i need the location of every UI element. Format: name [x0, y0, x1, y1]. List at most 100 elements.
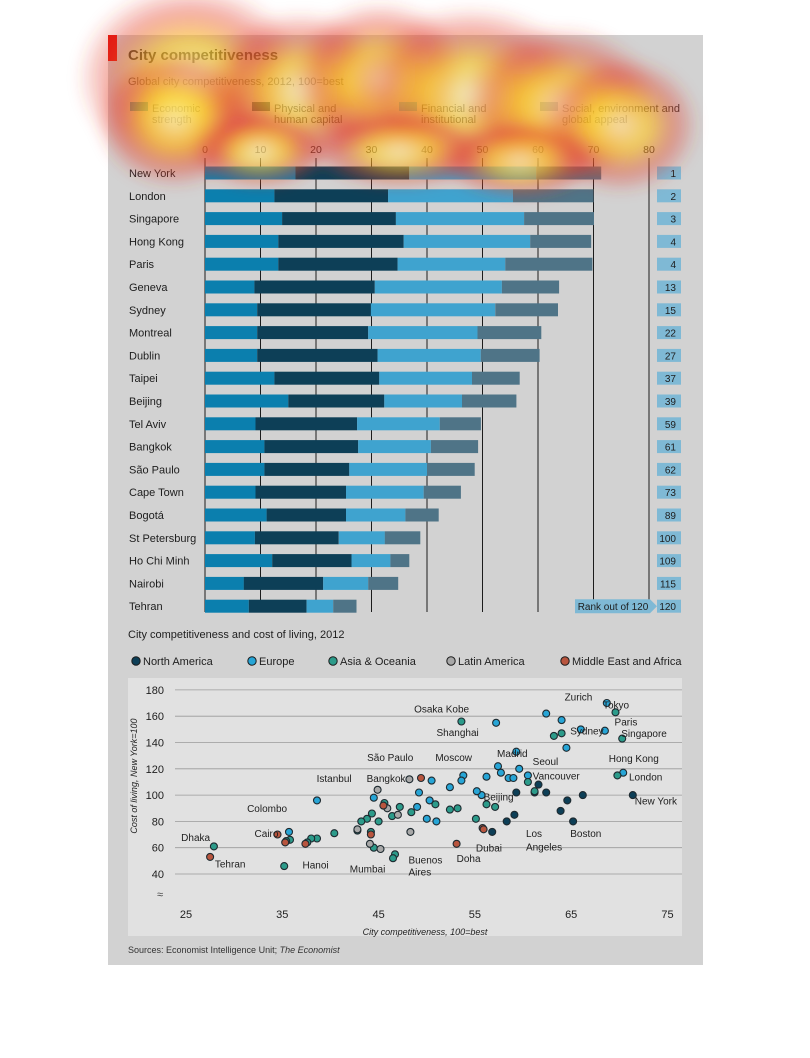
scatter-point	[431, 800, 440, 809]
bar-segment-economic	[205, 348, 258, 362]
scatter-legend-marker	[328, 656, 338, 666]
scatter-annotation: Singapore	[621, 729, 667, 740]
bar-segment-financial	[368, 326, 478, 340]
bar-segment-human	[278, 257, 398, 271]
scatter-point	[452, 839, 461, 848]
rank-badge	[657, 303, 681, 317]
bar-segment-economic	[205, 257, 279, 271]
bar-segment-human	[255, 417, 358, 431]
rank-badge	[657, 234, 681, 248]
bar-segment-economic	[205, 462, 265, 476]
bar-segment-human	[266, 508, 346, 522]
scatter-annotation: Vancouver	[533, 771, 581, 782]
bar-x-tick-label: 40	[421, 144, 433, 156]
scatter-x-tick-label: 25	[180, 909, 192, 921]
scatter-y-axis-label: Cost of living, New York=100	[129, 718, 139, 833]
scatter-point	[618, 734, 627, 743]
bar-segment-economic	[205, 303, 258, 317]
rank-value: 61	[665, 443, 677, 454]
bar-segment-human	[257, 348, 378, 362]
scatter-plot-area	[128, 678, 682, 936]
scatter-y-tick-label: 160	[146, 711, 164, 723]
scatter-point	[374, 817, 383, 826]
scatter-point	[512, 747, 521, 756]
bar-segment-social	[501, 280, 560, 294]
bar-segment-human	[274, 371, 380, 385]
bar-segment-economic	[205, 485, 256, 499]
scatter-point	[312, 796, 322, 805]
bar-segment-financial	[384, 394, 462, 408]
rank-badge	[657, 394, 681, 408]
bar-category-label: Bangkok	[129, 442, 172, 454]
scatter-point	[406, 827, 415, 836]
bar-segment-human	[278, 234, 404, 248]
bar-category-label: Hong Kong	[129, 236, 184, 248]
bar-category-label: São Paulo	[129, 464, 180, 476]
rank-badge	[657, 462, 681, 476]
scatter-point	[445, 805, 454, 814]
rank-badge	[657, 576, 681, 590]
scatter-point	[457, 717, 466, 726]
bar-segment-economic	[205, 576, 244, 590]
scatter-annotation: Beijing	[484, 792, 514, 803]
scatter-legend-label: Europe	[259, 656, 294, 668]
scatter-point	[611, 708, 620, 717]
bar-segment-financial	[346, 508, 406, 522]
scatter-point	[425, 796, 434, 805]
sources-note: Sources: Economist Intelligence Unit; Th…	[128, 945, 340, 955]
axis-break-mark: ≈	[157, 889, 163, 901]
scatter-point	[457, 776, 466, 785]
scatter-point	[563, 796, 572, 805]
legend-label: human capital	[274, 114, 343, 126]
bar-category-label: Tel Aviv	[129, 419, 167, 431]
scatter-annotation: Zurich	[565, 692, 593, 703]
bar-segment-social	[427, 462, 475, 476]
scatter-y-tick-label: 100	[146, 790, 164, 802]
bar-segment-economic	[205, 189, 275, 203]
bar-segment-financial	[338, 531, 385, 545]
rank-value: 115	[660, 579, 676, 590]
rank-value: 120	[659, 602, 676, 613]
bar-segment-economic	[205, 394, 289, 408]
bar-segment-human	[272, 554, 352, 568]
scatter-point	[407, 808, 416, 817]
scatter-point	[376, 844, 385, 854]
bar-category-label: Cape Town	[129, 487, 184, 499]
bar-segment-financial	[409, 166, 537, 180]
scatter-y-tick-label: 140	[146, 738, 164, 750]
scatter-point	[365, 839, 374, 848]
scatter-annotation: Dhaka	[181, 833, 210, 844]
bar-category-label: Tehran	[129, 601, 163, 613]
rank-value: 62	[665, 465, 677, 476]
rank-value: 22	[665, 329, 677, 340]
scatter-point	[367, 809, 376, 818]
bar-segment-economic	[205, 326, 258, 340]
scatter-point	[502, 817, 511, 826]
bar-segment-economic	[205, 599, 249, 613]
bar-segment-human	[264, 462, 350, 476]
bar-segment-social	[439, 417, 481, 431]
scatter-x-tick-label: 55	[469, 909, 481, 921]
bar-segment-human	[288, 394, 385, 408]
rank-badge	[657, 599, 681, 613]
scatter-point	[284, 827, 294, 836]
scatter-point	[613, 771, 622, 780]
scatter-point	[557, 716, 566, 725]
bar-segment-social	[477, 326, 542, 340]
scatter-y-tick-label: 120	[146, 764, 164, 776]
scatter-legend-marker	[247, 656, 257, 666]
scatter-annotation: Madrid	[497, 749, 528, 760]
scatter-point	[482, 772, 491, 781]
scatter-point	[416, 773, 426, 783]
bar-segment-social	[472, 371, 520, 385]
bar-segment-economic	[205, 508, 267, 522]
scatter-point	[578, 791, 587, 800]
bar-category-label: Nairobi	[129, 578, 164, 590]
bar-segment-social	[462, 394, 517, 408]
bar-segment-financial	[395, 212, 525, 226]
scatter-point	[432, 817, 441, 826]
bar-segment-social	[495, 303, 558, 317]
bar-segment-financial	[379, 371, 472, 385]
scatter-title: City competitiveness and cost of living,…	[128, 629, 345, 641]
scatter-point	[515, 764, 524, 773]
